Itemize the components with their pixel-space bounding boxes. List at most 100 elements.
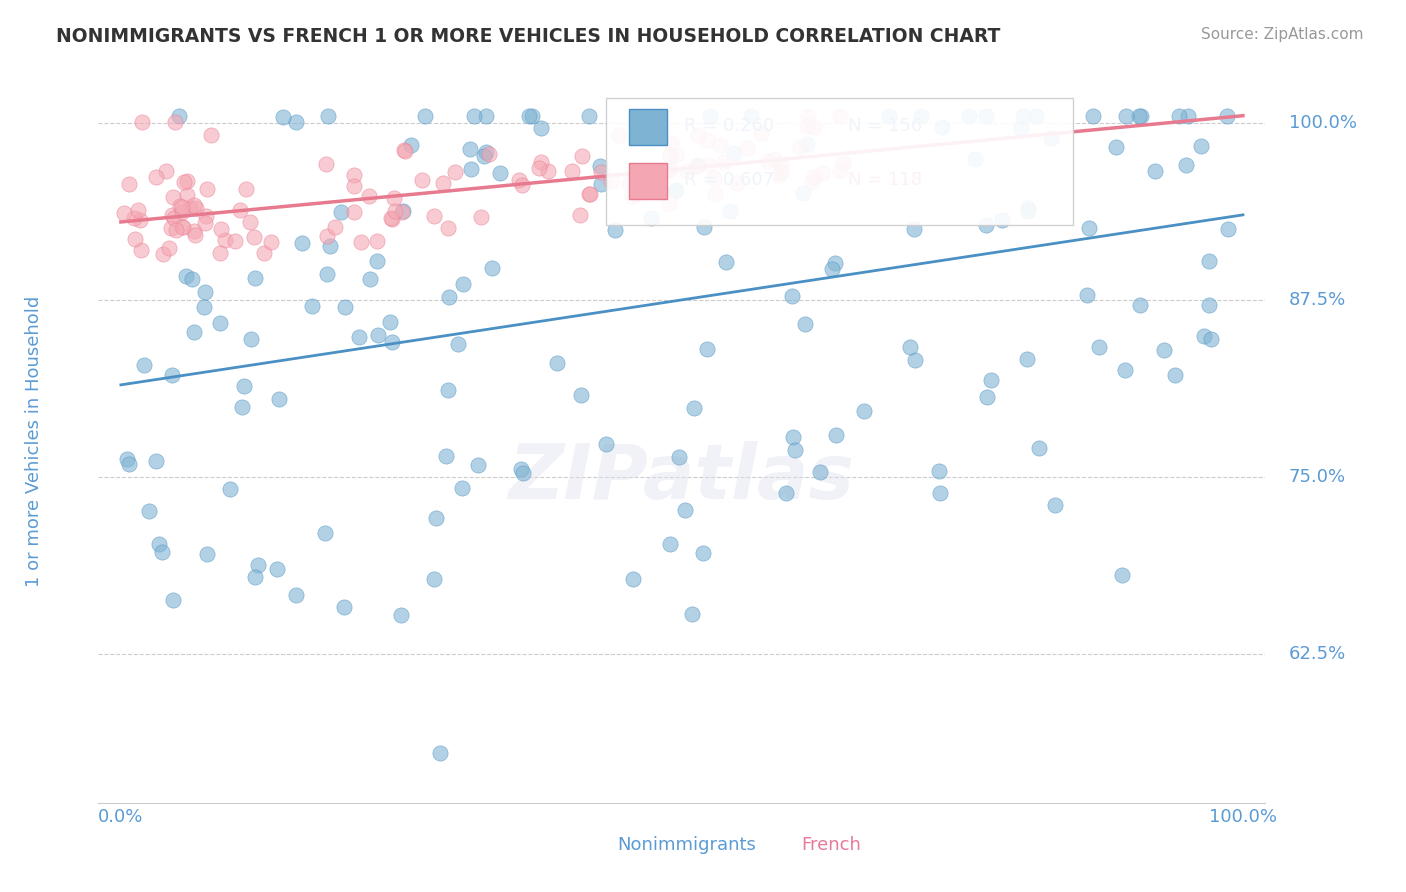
Point [150, 544, 173, 558]
Point [664, 184, 686, 198]
Point [451, 481, 474, 495]
Point [170, 200, 193, 214]
Point [380, 211, 402, 226]
Point [976, 390, 998, 404]
Point [183, 325, 205, 339]
Point [415, 109, 437, 123]
Point [763, 152, 786, 166]
Point [470, 210, 492, 224]
Point [183, 227, 205, 242]
Point [1216, 109, 1239, 123]
Point [115, 452, 138, 467]
Point [686, 159, 709, 173]
Point [478, 147, 501, 161]
Point [176, 174, 198, 188]
Point [1017, 201, 1039, 215]
Text: 87.5%: 87.5% [1289, 291, 1346, 309]
Point [725, 176, 748, 190]
Point [768, 169, 790, 183]
Point [343, 179, 366, 194]
Point [696, 343, 718, 357]
Point [991, 213, 1014, 227]
Point [460, 162, 482, 177]
Point [832, 156, 855, 170]
Point [640, 211, 662, 225]
Point [163, 211, 186, 226]
Point [423, 209, 446, 223]
Point [1081, 109, 1104, 123]
Point [472, 148, 495, 162]
Point [1198, 254, 1220, 268]
Point [595, 436, 617, 450]
Point [520, 109, 543, 123]
Point [314, 526, 336, 541]
Point [231, 400, 253, 414]
Point [458, 142, 481, 156]
Point [284, 588, 307, 602]
Point [803, 169, 825, 184]
FancyBboxPatch shape [630, 163, 666, 200]
Point [422, 572, 444, 586]
Point [157, 241, 180, 255]
Point [692, 546, 714, 560]
Point [1010, 120, 1032, 135]
Point [735, 140, 758, 154]
Point [284, 114, 307, 128]
Point [463, 109, 485, 123]
Point [1115, 109, 1137, 123]
Point [349, 235, 371, 250]
Point [214, 233, 236, 247]
Point [589, 159, 612, 173]
Point [904, 353, 927, 368]
Point [174, 268, 197, 283]
Point [928, 464, 950, 478]
Point [208, 245, 231, 260]
Point [152, 247, 174, 261]
Point [411, 173, 433, 187]
Point [165, 115, 187, 129]
Point [1177, 109, 1199, 123]
Point [910, 109, 932, 123]
Point [1114, 363, 1136, 377]
Point [957, 109, 980, 123]
Point [676, 164, 699, 178]
Point [713, 155, 735, 169]
Point [131, 115, 153, 129]
Point [301, 299, 323, 313]
Point [709, 138, 731, 153]
Point [425, 511, 447, 525]
Point [1153, 343, 1175, 358]
Point [429, 746, 451, 760]
Point [434, 450, 457, 464]
Point [253, 246, 276, 260]
Point [963, 152, 986, 166]
Point [1129, 298, 1152, 312]
Point [1028, 442, 1050, 456]
Point [315, 229, 337, 244]
Point [366, 253, 388, 268]
Point [508, 173, 530, 187]
FancyBboxPatch shape [758, 831, 787, 857]
Point [699, 109, 721, 123]
Point [160, 221, 183, 235]
Point [527, 161, 550, 175]
Point [437, 221, 460, 235]
Point [129, 243, 152, 257]
Point [148, 536, 170, 550]
Point [1164, 368, 1187, 383]
Point [122, 211, 145, 225]
Point [1144, 163, 1167, 178]
Point [877, 109, 900, 123]
Point [770, 165, 793, 179]
Point [242, 230, 264, 244]
Point [657, 163, 679, 178]
Point [561, 164, 583, 178]
Point [803, 120, 825, 135]
Point [683, 401, 706, 416]
Point [1198, 298, 1220, 312]
Point [124, 232, 146, 246]
Point [475, 109, 498, 123]
Point [673, 503, 696, 517]
Point [127, 202, 149, 217]
Point [537, 164, 560, 178]
